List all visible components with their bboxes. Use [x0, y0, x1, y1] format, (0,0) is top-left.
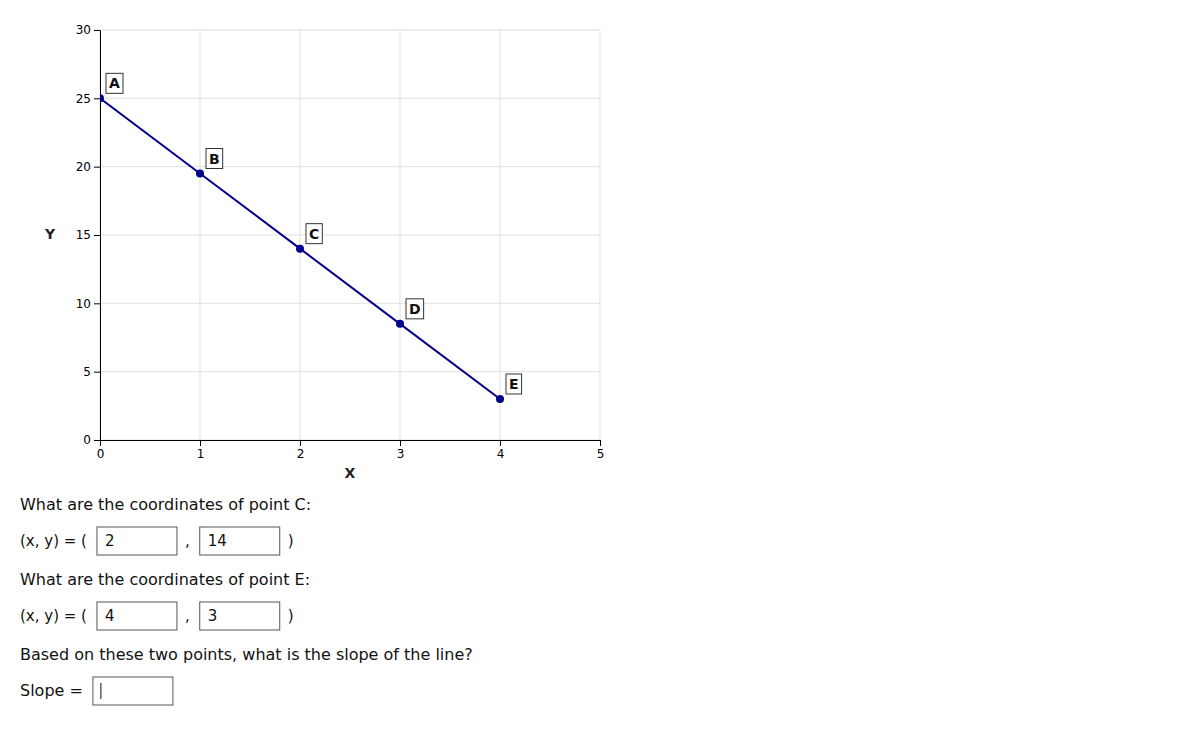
point-label: E	[506, 374, 522, 394]
tick-mark	[500, 440, 501, 446]
point	[100, 94, 104, 102]
tick-label: 20	[76, 160, 91, 174]
tick: 4	[497, 440, 505, 461]
tick-mark	[94, 30, 100, 31]
answer-value: 3	[208, 607, 218, 625]
point-label: D	[406, 299, 424, 319]
plot-area	[100, 94, 504, 403]
answer-box	[93, 677, 173, 705]
tick-mark	[300, 440, 301, 446]
answer-value: 4	[105, 607, 115, 625]
tick-label: 0	[83, 433, 91, 447]
question: What are the coordinates of point E:	[20, 570, 310, 589]
tick: 0	[97, 440, 105, 461]
tick-label: 3	[397, 447, 405, 461]
point-label-box	[406, 299, 424, 319]
tick: 10	[76, 297, 100, 311]
tick-label: 25	[76, 92, 91, 106]
x-axis: 0 1 2 3 4 5	[97, 440, 605, 461]
grid-line	[100, 98, 600, 99]
x-axis-title: X	[345, 465, 356, 481]
tick: 15	[76, 228, 100, 242]
answer-prefix: (x, y) = (	[20, 532, 87, 550]
point-label: B	[206, 149, 223, 169]
tick-label: 0	[97, 447, 105, 461]
answer-suffix: )	[288, 607, 294, 625]
grid-line	[100, 166, 600, 167]
grid-line	[100, 30, 600, 31]
tick-mark	[94, 167, 100, 168]
tick-label: 4	[497, 447, 505, 461]
question: Based on these two points, what is the s…	[20, 645, 473, 664]
answer-separator: ,	[185, 607, 190, 625]
tick: 20	[76, 160, 100, 174]
tick: 30	[76, 23, 100, 37]
answer-label: Slope =	[20, 681, 83, 700]
tick-mark	[94, 303, 100, 304]
point-label: C	[306, 224, 322, 244]
point-label-text: A	[109, 75, 120, 91]
tick-mark	[200, 440, 201, 446]
y-axis: 0 5 10 15 20 25 30	[76, 23, 101, 447]
point-label-box	[506, 374, 522, 394]
questions: What are the coordinates of point C: (x, …	[20, 495, 473, 706]
tick-mark	[94, 372, 100, 373]
point-label: A	[106, 73, 123, 93]
tick-mark	[94, 440, 100, 441]
tick-mark	[94, 235, 100, 236]
question: What are the coordinates of point C:	[20, 495, 311, 514]
point-label-text: D	[409, 301, 421, 317]
point-label-text: E	[509, 376, 519, 392]
point-labels: A B C D E	[106, 73, 522, 394]
tick: 2	[297, 440, 305, 461]
tick: 1	[197, 440, 205, 461]
line	[100, 98, 500, 399]
tick: 5	[597, 440, 605, 461]
tick: 0	[83, 433, 100, 447]
tick: 5	[83, 365, 100, 379]
point-label-box	[106, 73, 123, 93]
y-axis-title: Y	[44, 226, 56, 242]
grid-line	[100, 303, 600, 304]
answer-box	[200, 602, 280, 630]
point-label-box	[206, 149, 223, 169]
grid-line	[100, 235, 600, 236]
tick-mark	[400, 440, 401, 446]
tick-mark	[600, 440, 601, 446]
axis-line	[101, 441, 601, 447]
answer-value: 14	[208, 532, 227, 550]
answer-box	[200, 527, 280, 555]
point	[496, 395, 504, 403]
answer-box	[97, 527, 177, 555]
grid	[100, 30, 600, 440]
point-label-text: B	[209, 151, 220, 167]
point	[296, 245, 304, 253]
point	[396, 320, 404, 328]
tick-label: 15	[76, 228, 91, 242]
answer-prefix: (x, y) = (	[20, 607, 87, 625]
tick-label: 5	[597, 447, 605, 461]
answer-separator: ,	[185, 532, 190, 550]
answer-value: 2	[105, 532, 115, 550]
tick: 25	[76, 92, 100, 106]
chart: 0 1 2 3 4 5 0 5 10 15 20 25 30 X Y A B C D E What are the co…	[0, 0, 1200, 729]
cursor	[100, 683, 101, 699]
tick-label: 2	[297, 447, 305, 461]
tick-label: 10	[76, 297, 91, 311]
point-label-box	[306, 224, 322, 244]
tick-mark	[94, 98, 100, 99]
answer-box	[97, 602, 177, 630]
tick-label: 30	[76, 23, 91, 37]
tick-label: 5	[83, 365, 91, 379]
tick-label: 1	[197, 447, 205, 461]
point-label-text: C	[309, 226, 319, 242]
answer-suffix: )	[288, 532, 294, 550]
grid-line	[100, 371, 600, 372]
point	[196, 170, 204, 178]
tick: 3	[397, 440, 405, 461]
axis-line	[94, 31, 101, 441]
